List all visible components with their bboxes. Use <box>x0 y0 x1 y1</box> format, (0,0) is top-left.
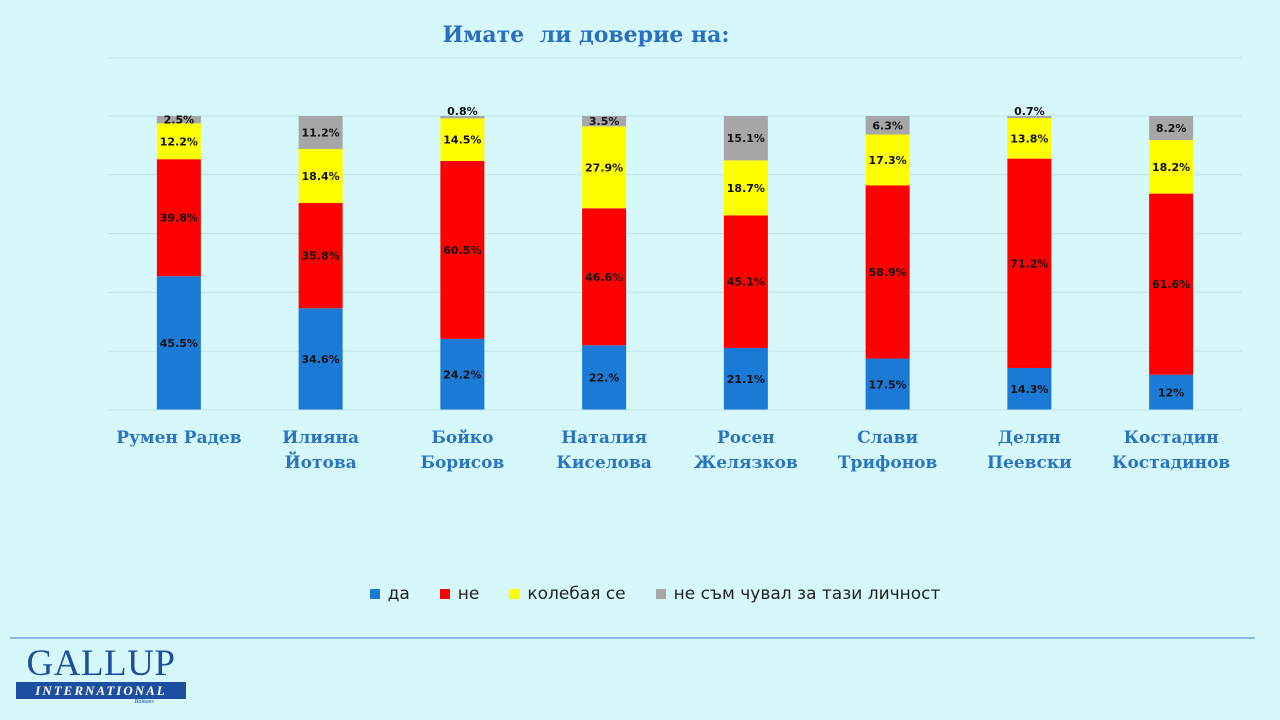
data-label: 3.5% <box>589 115 620 128</box>
bar-segment <box>723 116 768 161</box>
stacked-bar-chart: 45.5% 39.8% 12.2% 2.5% Румен Радев 34.6% 35.8%… <box>108 57 1242 473</box>
bar-segment <box>865 134 910 186</box>
bar-segment <box>1007 116 1052 119</box>
data-label: 34.6% <box>302 353 340 366</box>
legend-label: не <box>457 584 480 604</box>
data-label: 2.5% <box>164 114 195 127</box>
bar-segment <box>1149 116 1194 141</box>
legend-item: не <box>439 584 480 604</box>
logo-subtitle: Balkans <box>134 699 154 705</box>
data-label: 22.% <box>589 372 620 385</box>
bar-segment <box>298 308 343 410</box>
data-label: 35.8% <box>302 250 340 263</box>
bar-segment <box>865 116 910 135</box>
legend-label: да <box>387 584 410 604</box>
logo-wordmark: GALLUP <box>26 643 176 684</box>
bar-segment <box>865 358 910 410</box>
category-label: Наталия <box>561 428 647 448</box>
bar-segment <box>156 123 201 160</box>
legend-swatch <box>439 589 450 599</box>
category-label: Киселова <box>556 453 651 473</box>
bar-segment <box>723 215 768 348</box>
bar-segment <box>1007 367 1052 410</box>
category-label: Костадинов <box>1112 453 1230 473</box>
data-label: 18.7% <box>727 182 765 195</box>
data-label: 45.1% <box>727 276 765 289</box>
bar-segment <box>1149 140 1194 194</box>
bar-segment <box>1149 193 1194 375</box>
category-label: Слави <box>857 428 918 448</box>
legend-item: да <box>369 584 410 604</box>
data-label: 13.8% <box>1010 132 1048 145</box>
legend-item: не съм чувал за тази личност <box>655 584 941 604</box>
bar-segment <box>440 338 485 410</box>
bar-segment <box>440 118 485 161</box>
legend: да не колебая се не съм чувал за тази лично… <box>0 584 1280 604</box>
bar-segment <box>1007 158 1052 368</box>
data-label: 0.7% <box>1014 105 1045 118</box>
legend-swatch <box>509 589 520 599</box>
bar-segment <box>723 347 768 410</box>
legend-swatch <box>655 589 666 599</box>
category-label: Костадин <box>1124 428 1219 448</box>
bar-segment <box>156 276 201 410</box>
category-label: Борисов <box>420 453 504 473</box>
category-label: Росен <box>717 428 775 448</box>
bar-segment <box>582 208 627 346</box>
category-label: Илияна <box>282 428 359 448</box>
data-label: 58.9% <box>869 266 907 279</box>
data-label: 71.2% <box>1010 257 1048 270</box>
bar-segment <box>440 160 485 339</box>
data-label: 14.5% <box>443 134 481 147</box>
category-label: Бойко <box>431 428 493 448</box>
category-label: Румен Радев <box>116 428 242 448</box>
bar-segment <box>298 116 343 149</box>
bar-segment <box>156 159 201 277</box>
category-label: Желязков <box>694 453 798 473</box>
data-label: 14.3% <box>1010 383 1048 396</box>
bar-segment <box>582 116 627 127</box>
bar-segment <box>298 203 343 309</box>
data-label: 60.5% <box>443 244 481 257</box>
data-label: 18.4% <box>302 170 340 183</box>
bar-segment <box>723 160 768 216</box>
data-label: 21.1% <box>727 373 765 386</box>
bar-segment <box>582 345 627 410</box>
data-label: 39.8% <box>160 212 198 225</box>
chart-title: Имате ли доверие на: <box>442 22 730 48</box>
data-label: 61.6% <box>1152 278 1190 291</box>
data-label: 27.9% <box>585 161 623 174</box>
category-label: Йотова <box>285 451 357 473</box>
data-label: 6.3% <box>872 119 903 132</box>
divider-line <box>10 637 1255 639</box>
bar-segment <box>298 148 343 204</box>
bar-segment <box>440 116 485 119</box>
bar-segment <box>1007 118 1052 159</box>
data-label: 8.2% <box>1156 122 1187 135</box>
data-label: 12.2% <box>160 135 198 148</box>
data-label: 17.5% <box>869 378 907 391</box>
data-label: 11.2% <box>302 126 340 139</box>
data-label: 17.3% <box>869 154 907 167</box>
bar-segment <box>156 116 201 124</box>
legend-label: не съм чувал за тази личност <box>673 584 941 604</box>
logo-international-bar: INTERNATIONAL <box>16 682 186 699</box>
legend-label: колебая се <box>527 584 626 604</box>
category-label: Трифонов <box>838 453 938 473</box>
gallup-logo: GALLUP INTERNATIONAL Balkans <box>12 643 190 714</box>
data-label: 24.2% <box>443 368 481 381</box>
data-label: 45.5% <box>160 337 198 350</box>
bar-segment <box>865 185 910 359</box>
bar-segment <box>1149 374 1194 410</box>
bar-segment <box>582 126 627 209</box>
legend-item: колебая се <box>509 584 626 604</box>
data-label: 46.6% <box>585 271 623 284</box>
data-label: 18.2% <box>1152 161 1190 174</box>
data-label: 15.1% <box>727 132 765 145</box>
data-label: 12% <box>1158 386 1184 399</box>
legend-swatch <box>369 589 380 599</box>
category-label: Делян <box>998 428 1061 448</box>
data-label: 0.8% <box>447 105 478 118</box>
category-label: Пеевски <box>987 453 1072 473</box>
